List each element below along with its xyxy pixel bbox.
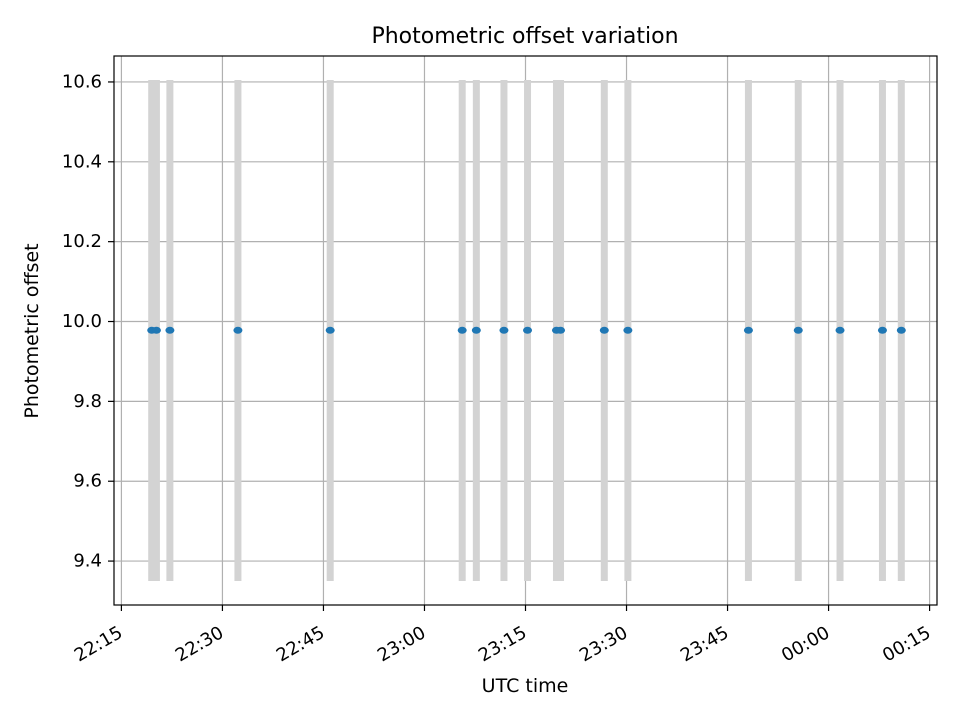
data-point — [165, 326, 175, 334]
data-point — [233, 326, 243, 334]
data-point — [151, 326, 161, 334]
y-tick-label: 9.6 — [73, 471, 102, 492]
data-point — [499, 326, 509, 334]
data-point — [457, 326, 467, 334]
data-points — [147, 326, 906, 334]
data-point — [835, 326, 845, 334]
data-point — [877, 326, 887, 334]
y-tick-label: 10.2 — [62, 231, 102, 252]
y-tick-label: 9.8 — [73, 391, 102, 412]
y-tick-label: 10.6 — [62, 71, 102, 92]
data-point — [599, 326, 609, 334]
data-point — [896, 326, 906, 334]
chart-title: Photometric offset variation — [371, 24, 678, 49]
data-point — [623, 326, 633, 334]
y-tick-label: 10.0 — [62, 311, 102, 332]
data-point — [523, 326, 533, 334]
y-tick-label: 10.4 — [62, 151, 102, 172]
data-point — [325, 326, 335, 334]
data-point — [556, 326, 566, 334]
data-point — [471, 326, 481, 334]
y-axis-ticks: 9.4 9.6 9.8 10.0 10.2 10.4 10.6 — [62, 71, 114, 572]
data-point — [743, 326, 753, 334]
y-tick-label: 9.4 — [73, 551, 102, 572]
x-axis-label: UTC time — [482, 675, 569, 697]
y-axis-label: Photometric offset — [21, 243, 43, 418]
data-point — [793, 326, 803, 334]
